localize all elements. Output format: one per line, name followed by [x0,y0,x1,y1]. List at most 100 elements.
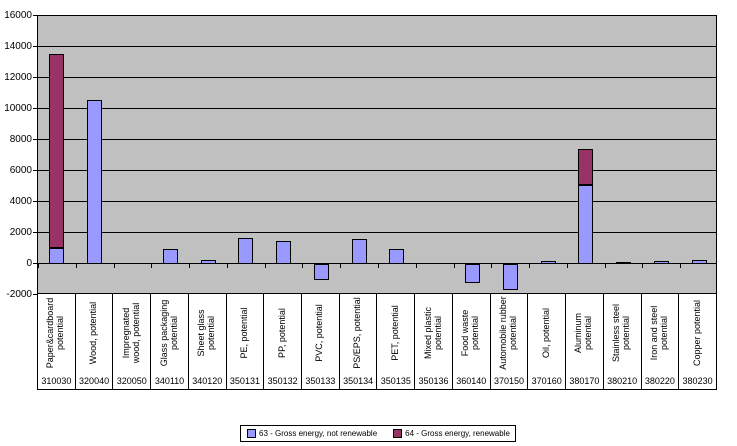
category-code: 380170 [569,376,600,386]
category-code: 350133 [305,376,336,386]
legend-label-not-renewable: 63 - Gross energy, not renewable [259,429,378,438]
category-label-wrap: Iron and steel potential [642,294,679,372]
y-axis-tick-label: 6000 [9,165,32,176]
category-label: Glass packaging potential [158,299,179,367]
category-label: Food waste potential [460,309,481,357]
y-axis-tick-label: 16000 [4,10,32,21]
category-label: Stainless steel potential [611,303,632,363]
category-code: 320040 [79,376,110,386]
y-axis-tick [33,294,37,295]
y-axis-tick-label: 10000 [4,103,32,114]
category-label-wrap: Impregnated wood, potential [113,294,150,372]
y-axis-tick [33,201,37,202]
category-label-wrap: Copper potential [679,294,716,372]
category-tick [642,264,643,268]
bar-segment-not-renewable [49,247,64,264]
category-cell: Sheet glass potential 340120 [189,294,227,389]
category-tick [114,264,115,268]
category-label: Sheet glass potential [196,309,217,357]
category-label-wrap: Stainless steel potential [604,294,641,372]
category-code: 350135 [380,376,411,386]
y-axis-tick [33,77,37,78]
category-label-wrap: PET, potential [377,294,414,372]
category-tick [605,264,606,268]
category-label: PP, potential [276,308,287,358]
legend-label-renewable: 64 - Gross energy, renewable [405,429,510,438]
y-axis-tick [33,263,37,264]
y-axis-tick [33,232,37,233]
category-label-wrap: Glass packaging potential [151,294,188,372]
category-tick [567,264,568,268]
category-tick [38,264,39,268]
category-label-wrap: Paper&cardboard potential [38,294,75,372]
category-cell: Mixed plastic potential 350136 [415,294,453,389]
category-label-wrap: PP, potential [264,294,301,372]
gridline [38,170,716,171]
category-tick [454,264,455,268]
category-cell: Food waste potential 360140 [453,294,491,389]
category-code: 310030 [41,376,72,386]
category-tick [491,264,492,268]
category-code: 370160 [531,376,562,386]
y-axis-tick-label: 4000 [9,196,32,207]
category-label: Impregnated wood, potential [120,302,141,364]
gridline [38,108,716,109]
bar-segment-not-renewable [465,264,480,283]
zero-axis-line [38,263,716,264]
gridline [38,77,716,78]
bar-segment-renewable [578,149,593,185]
y-axis-tick [33,170,37,171]
bar-segment-not-renewable [654,261,669,264]
category-tick [265,264,266,268]
category-cell: PET, potential 350135 [377,294,416,389]
category-label-wrap: PVC, potential [302,294,339,372]
y-axis-tick-label: 12000 [4,72,32,83]
category-tick [302,264,303,268]
category-label: Automobile rubber potential [498,296,518,370]
category-code: 350132 [267,376,298,386]
category-cell: Oil, potential 370160 [528,294,567,389]
category-cell: Automobile rubber potential 370150 [491,294,529,389]
category-cell: Iron and steel potential 380220 [642,294,680,389]
category-tick [151,264,152,268]
category-label-wrap: Mixed plastic potential [415,294,452,372]
y-axis-tick-label: 2000 [9,227,32,238]
category-label: PS/EPS, potential [352,297,363,369]
bar-segment-not-renewable [314,264,329,281]
category-label-wrap: Oil, potential [528,294,565,372]
category-label-wrap: Wood, potential [76,294,113,372]
category-tick [340,264,341,268]
bar-segment-not-renewable [503,264,518,291]
category-label: Mixed plastic potential [422,306,443,360]
y-axis-tick [33,15,37,16]
category-tick [416,264,417,268]
category-label-wrap: PE, potential [227,294,264,372]
bar-segment-not-renewable [163,249,178,264]
category-label: Aluminum potential [573,313,594,354]
category-code: 380210 [607,376,638,386]
category-tick [227,264,228,268]
category-code: 370150 [493,376,524,386]
category-code: 350136 [418,376,449,386]
category-code: 360140 [456,376,487,386]
bar-segment-not-renewable [389,249,404,264]
legend-item-not-renewable: 63 - Gross energy, not renewable [247,429,377,438]
category-cell: Stainless steel potential 380210 [604,294,642,389]
category-code: 340110 [154,376,185,386]
bar-segment-not-renewable [87,99,102,264]
bar-segment-not-renewable [616,262,631,265]
category-label: PET, potential [389,305,400,361]
legend-item-renewable: 64 - Gross energy, renewable [393,429,510,438]
category-cell: PP, potential 350132 [264,294,303,389]
category-axis: Paper&cardboard potential 310030 Wood, pot… [37,294,717,390]
category-tick [378,264,379,268]
y-axis-tick-label: 8000 [9,134,32,145]
category-cell: Aluminum potential 380170 [566,294,604,389]
category-tick [716,264,717,268]
category-code: 380220 [644,376,675,386]
bar-segment-not-renewable [238,237,253,264]
legend-swatch-not-renewable-icon [247,429,256,438]
bar-segment-not-renewable [541,261,556,264]
bar-segment-not-renewable [352,239,367,264]
category-label: Oil, potential [540,307,551,359]
